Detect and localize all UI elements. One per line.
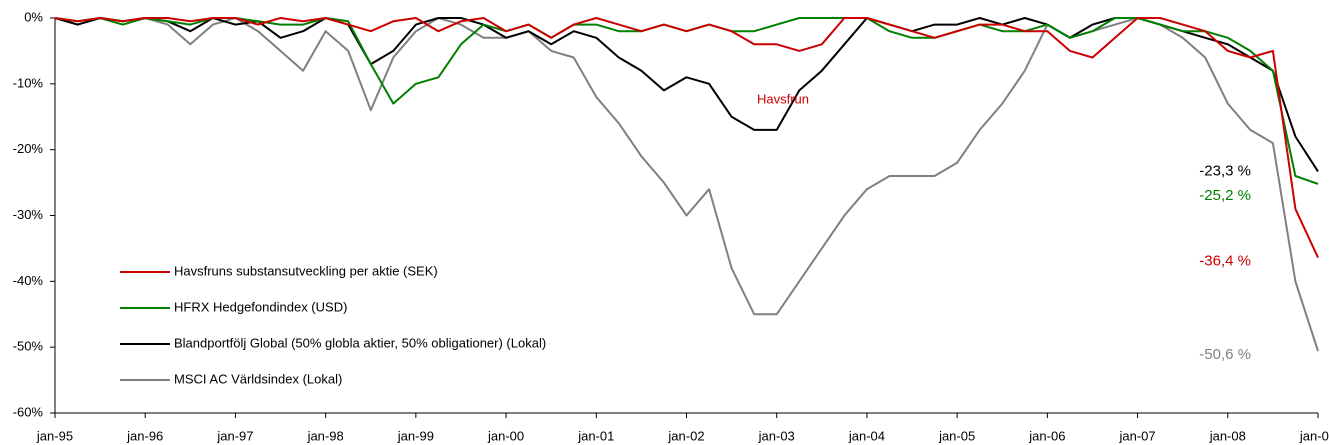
y-tick-label: -50%	[13, 339, 44, 354]
end-label: -25,2 %	[1199, 187, 1251, 204]
x-tick-label: jan-95	[36, 428, 73, 443]
y-tick-label: -30%	[13, 207, 44, 222]
legend-label: MSCI AC Världsindex (Lokal)	[174, 371, 342, 386]
x-tick-label: jan-97	[216, 428, 253, 443]
series-line	[54, 17, 1319, 172]
series-line	[54, 17, 1319, 259]
legend-label: Havsfruns substansutveckling per aktie (…	[174, 263, 438, 278]
end-label: -23,3 %	[1199, 162, 1251, 179]
x-tick-label: jan-99	[397, 428, 434, 443]
y-tick-label: -60%	[13, 404, 44, 419]
x-tick-label: jan-98	[307, 428, 344, 443]
series-line	[54, 17, 1319, 352]
series-line	[54, 17, 1319, 185]
x-tick-label: jan-96	[126, 428, 163, 443]
x-tick-label: jan-03	[758, 428, 795, 443]
end-label: -36,4 %	[1199, 253, 1251, 270]
x-tick-label: jan-01	[577, 428, 614, 443]
end-label: -50,6 %	[1199, 346, 1251, 363]
x-tick-label: jan-07	[1119, 428, 1156, 443]
x-tick-label: jan-08	[1209, 428, 1246, 443]
x-tick-label: jan-00	[487, 428, 524, 443]
y-tick-label: -20%	[13, 141, 44, 156]
y-tick-label: 0%	[24, 9, 43, 24]
annotation: Havsfrun	[757, 91, 809, 106]
x-tick-label: jan-09	[1299, 428, 1329, 443]
x-tick-label: jan-04	[848, 428, 885, 443]
y-tick-label: -10%	[13, 75, 44, 90]
x-tick-label: jan-02	[667, 428, 704, 443]
x-tick-label: jan-06	[1028, 428, 1065, 443]
legend-label: HFRX Hedgefondindex (USD)	[174, 299, 347, 314]
y-tick-label: -40%	[13, 273, 44, 288]
x-tick-label: jan-05	[938, 428, 975, 443]
legend-label: Blandportfölj Global (50% globla aktier,…	[174, 335, 546, 350]
